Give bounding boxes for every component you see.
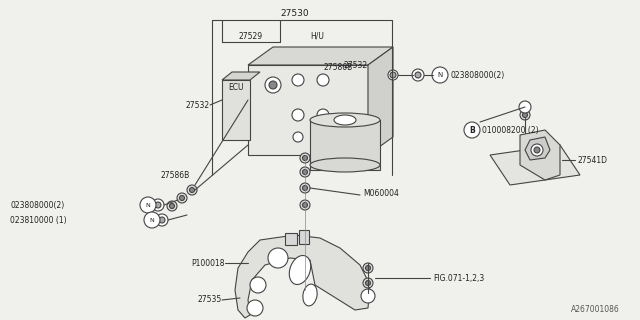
Circle shape (300, 153, 310, 163)
Polygon shape (490, 145, 580, 185)
Circle shape (159, 217, 165, 223)
Circle shape (363, 263, 373, 273)
Circle shape (303, 170, 307, 174)
Ellipse shape (303, 284, 317, 306)
Bar (248, 65, 368, 155)
Circle shape (292, 74, 304, 86)
Circle shape (167, 201, 177, 211)
Circle shape (415, 72, 421, 78)
Circle shape (144, 212, 160, 228)
Polygon shape (235, 235, 370, 318)
Text: 27586B: 27586B (161, 171, 190, 180)
Circle shape (269, 81, 277, 89)
Circle shape (390, 72, 396, 78)
Circle shape (189, 188, 195, 193)
Text: 023810000 (1): 023810000 (1) (10, 215, 67, 225)
Circle shape (187, 185, 197, 195)
Polygon shape (520, 130, 560, 180)
Bar (310, 120, 380, 170)
Circle shape (155, 202, 161, 208)
Text: A267001086: A267001086 (572, 306, 620, 315)
Circle shape (250, 277, 266, 293)
Text: N: N (150, 218, 154, 222)
Text: N: N (146, 203, 150, 207)
Bar (222, 80, 250, 140)
Ellipse shape (289, 255, 310, 284)
Polygon shape (222, 72, 260, 80)
Circle shape (522, 113, 527, 117)
Text: 27529: 27529 (239, 31, 263, 41)
Circle shape (365, 266, 371, 270)
Circle shape (520, 110, 530, 120)
Circle shape (265, 77, 281, 93)
Text: 023808000(2): 023808000(2) (450, 70, 504, 79)
Circle shape (152, 199, 164, 211)
Ellipse shape (334, 115, 356, 125)
Text: N: N (437, 72, 443, 78)
Circle shape (361, 289, 375, 303)
Text: B: B (469, 125, 475, 134)
Text: ECU: ECU (228, 83, 243, 92)
Polygon shape (248, 47, 393, 65)
Circle shape (534, 147, 540, 153)
Text: P100018: P100018 (191, 259, 225, 268)
Circle shape (140, 197, 156, 213)
Circle shape (268, 248, 288, 268)
Circle shape (177, 193, 187, 203)
Circle shape (300, 200, 310, 210)
Bar (285, 233, 297, 245)
Circle shape (303, 156, 307, 161)
Circle shape (388, 70, 398, 80)
Circle shape (317, 109, 329, 121)
Circle shape (300, 167, 310, 177)
Circle shape (293, 132, 303, 142)
Circle shape (300, 183, 310, 193)
Text: 010008200 (2): 010008200 (2) (482, 125, 539, 134)
Text: 023808000(2): 023808000(2) (10, 201, 64, 210)
Text: M060004: M060004 (363, 188, 399, 197)
Bar (299, 230, 309, 244)
Circle shape (363, 278, 373, 288)
Circle shape (365, 281, 371, 285)
Circle shape (531, 144, 543, 156)
Circle shape (519, 101, 531, 113)
Ellipse shape (310, 113, 380, 127)
Text: FIG.071-1,2,3: FIG.071-1,2,3 (433, 274, 484, 283)
Circle shape (170, 204, 175, 209)
Circle shape (292, 109, 304, 121)
Circle shape (156, 214, 168, 226)
Ellipse shape (310, 158, 380, 172)
Circle shape (303, 203, 307, 207)
Circle shape (412, 69, 424, 81)
Polygon shape (368, 47, 393, 155)
Text: 27541D: 27541D (577, 156, 607, 164)
Text: 27586B: 27586B (324, 62, 353, 71)
Text: 27535: 27535 (198, 295, 222, 305)
Circle shape (317, 74, 329, 86)
Circle shape (303, 186, 307, 190)
Text: 27530: 27530 (281, 9, 309, 18)
Circle shape (432, 67, 448, 83)
Text: 27532: 27532 (186, 100, 210, 109)
Text: 27532: 27532 (343, 60, 367, 69)
Circle shape (247, 300, 263, 316)
Circle shape (464, 122, 480, 138)
Circle shape (179, 196, 184, 201)
Polygon shape (525, 137, 550, 160)
Text: H/U: H/U (310, 31, 324, 41)
